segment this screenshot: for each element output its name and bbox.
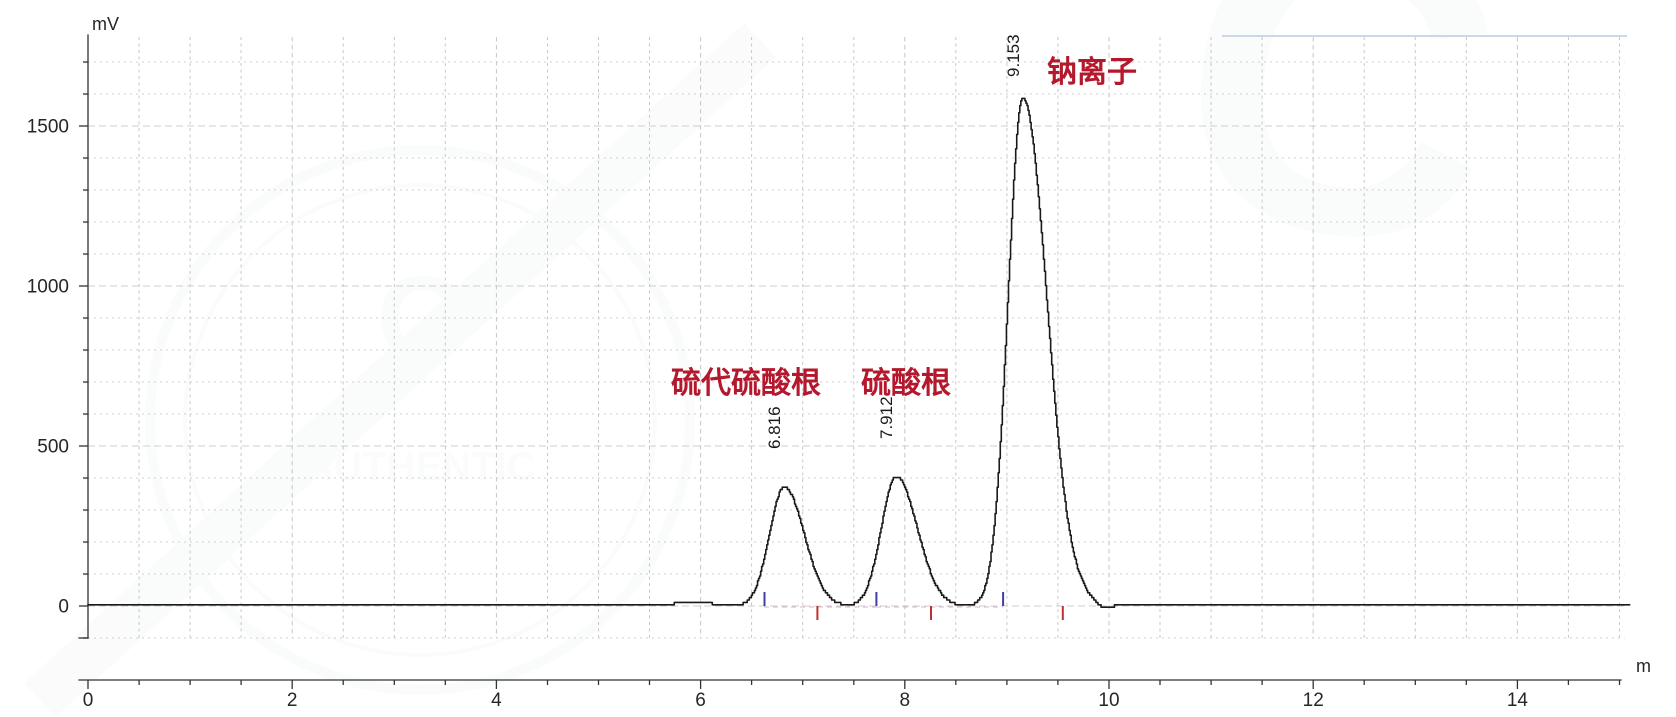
svg-text:硫代硫酸根: 硫代硫酸根 bbox=[671, 366, 821, 400]
svg-text:1500: 1500 bbox=[27, 117, 69, 138]
svg-text:6: 6 bbox=[695, 690, 706, 711]
svg-text:2: 2 bbox=[287, 690, 298, 711]
svg-text:9.153: 9.153 bbox=[1004, 34, 1023, 77]
svg-text:1000: 1000 bbox=[27, 277, 69, 298]
svg-text:0: 0 bbox=[58, 597, 69, 618]
svg-text:14: 14 bbox=[1507, 690, 1529, 711]
svg-text:10: 10 bbox=[1098, 690, 1119, 711]
svg-text:硫酸根: 硫酸根 bbox=[861, 366, 951, 400]
svg-text:4: 4 bbox=[491, 690, 502, 711]
svg-text:8: 8 bbox=[900, 690, 911, 711]
svg-text:钠离子: 钠离子 bbox=[1047, 56, 1137, 89]
svg-text:7.912: 7.912 bbox=[877, 396, 896, 439]
svg-text:mV: mV bbox=[92, 14, 119, 34]
svg-text:0: 0 bbox=[83, 690, 94, 711]
svg-text:12: 12 bbox=[1303, 690, 1324, 711]
svg-text:6.816: 6.816 bbox=[765, 406, 784, 449]
svg-text:m: m bbox=[1636, 656, 1651, 676]
svg-text:500: 500 bbox=[37, 437, 69, 458]
